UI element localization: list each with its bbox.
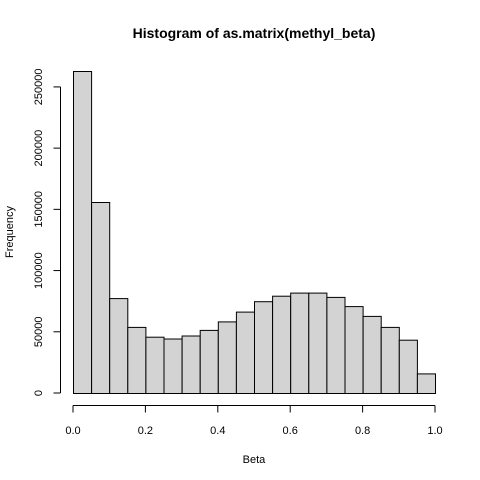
- histogram-bar: [199, 329, 219, 394]
- x-tick-label: 0.8: [355, 425, 370, 437]
- x-tick-label: 0.6: [283, 425, 298, 437]
- histogram-bar: [398, 339, 418, 395]
- x-tick-label: 0.4: [210, 425, 225, 437]
- histogram-bar: [73, 71, 93, 394]
- y-axis: 0 50000 100000 150000 200000 250000: [33, 69, 61, 396]
- y-tick-label: 100000: [33, 252, 45, 289]
- histogram-bar: [127, 326, 147, 394]
- x-tick-label: 0.0: [65, 425, 80, 437]
- bars-group: [73, 71, 436, 395]
- histogram-bar: [272, 295, 292, 395]
- histogram-bar: [235, 311, 255, 395]
- y-tick-label: 50000: [33, 317, 45, 348]
- histogram-bar: [362, 315, 382, 394]
- histogram-bar: [109, 298, 129, 395]
- histogram-bar: [91, 202, 111, 394]
- histogram-bar: [181, 335, 201, 394]
- histogram-bar: [326, 296, 346, 394]
- histogram-bar: [380, 326, 400, 394]
- x-tick-label: 0.2: [138, 425, 153, 437]
- histogram-bar: [290, 292, 310, 395]
- histogram-bar: [145, 336, 165, 395]
- y-axis-label: Frequency: [4, 206, 16, 258]
- y-tick-label: 200000: [33, 130, 45, 167]
- y-tick-label: 150000: [33, 191, 45, 228]
- x-axis-label: Beta: [243, 454, 267, 466]
- chart-title: Histogram of as.matrix(methyl_beta): [133, 25, 376, 41]
- histogram-bar: [344, 306, 364, 395]
- x-tick-label: 1.0: [427, 425, 442, 437]
- histogram-bar: [416, 373, 436, 394]
- histogram-bar: [163, 338, 183, 394]
- histogram-bar: [217, 321, 237, 394]
- x-axis: 0.0 0.2 0.4 0.6 0.8 1.0: [65, 405, 443, 437]
- histogram-bar: [308, 292, 328, 395]
- y-tick-label: 250000: [33, 69, 45, 106]
- y-tick-label: 0: [33, 390, 45, 396]
- histogram-bar: [254, 301, 274, 395]
